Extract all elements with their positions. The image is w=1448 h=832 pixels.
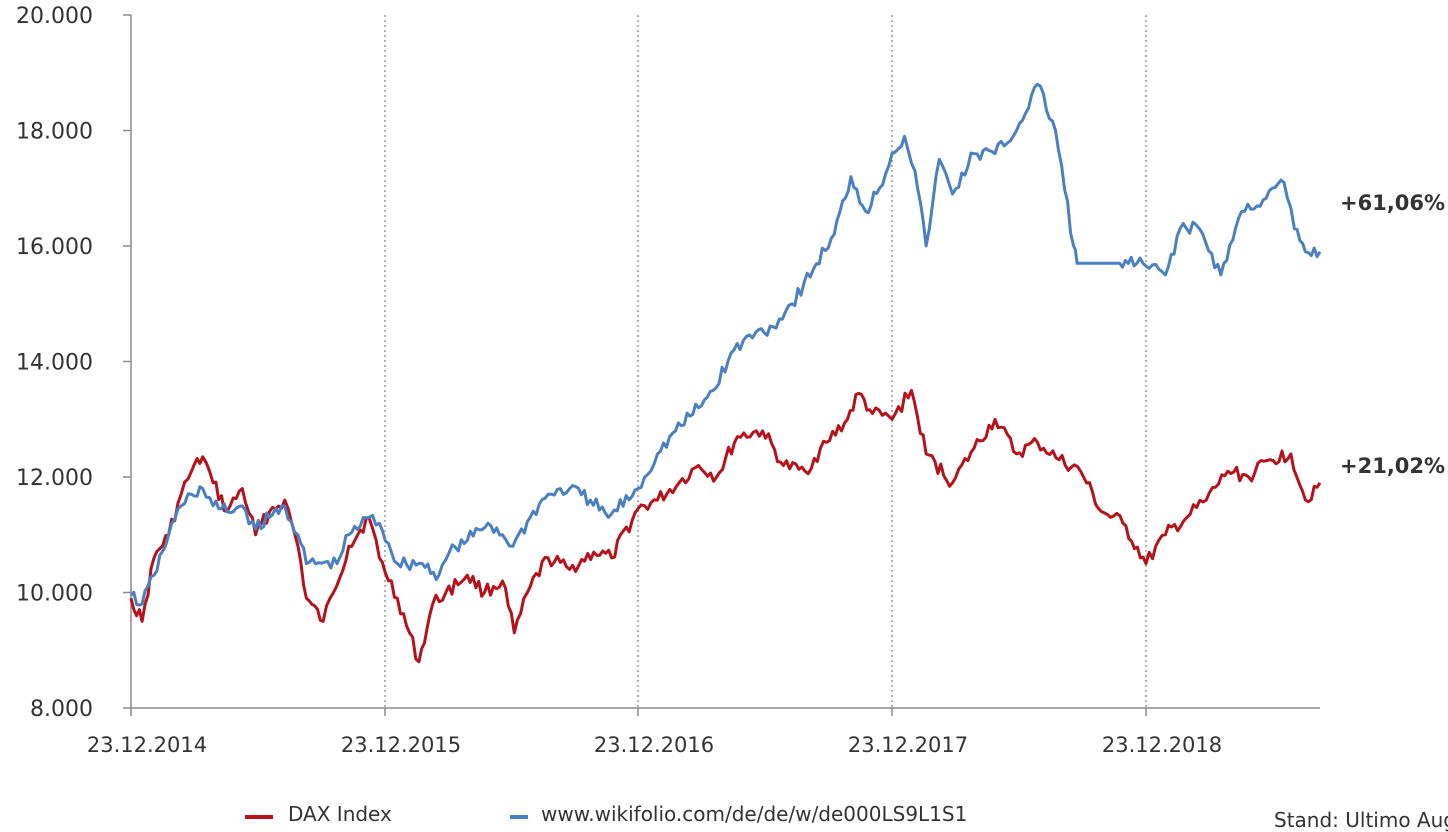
y-tick-label: 10.000 [16, 582, 93, 607]
y-tick-label: 16.000 [16, 235, 93, 260]
y-tick-label: 12.000 [16, 466, 93, 491]
x-tick-label: 23.12.2014 [87, 733, 207, 757]
legend: DAX Index www.wikifolio.com/de/de/w/de000… [245, 802, 967, 826]
x-tick-label: 23.12.2017 [848, 733, 968, 757]
x-axis: 23.12.2014 23.12.2015 23.12.2016 23.12.2017… [87, 707, 1320, 757]
legend-label: www.wikifolio.com/de/de/w/de000LS9L1S1 [541, 802, 967, 826]
series-lines [129, 82, 1322, 664]
x-tick-label: 23.12.2016 [594, 733, 714, 757]
series-line-dax [129, 388, 1322, 664]
y-tick-label: 18.000 [16, 120, 93, 145]
end-labels: +21,02% +61,06% [1340, 191, 1445, 478]
end-label-wikifolio: +61,06% [1340, 191, 1445, 215]
stand-note: Stand: Ultimo Aug [1274, 808, 1448, 832]
legend-label: DAX Index [288, 802, 392, 826]
y-tick-label: 20.000 [16, 4, 93, 29]
vertical-gridlines [384, 15, 1147, 708]
y-tick-label: 14.000 [16, 351, 93, 376]
y-tick-label: 8.000 [30, 697, 93, 722]
x-tick-label: 23.12.2015 [341, 733, 461, 757]
end-label-dax: +21,02% [1340, 454, 1445, 478]
series-line-wikifolio [129, 82, 1322, 607]
y-axis: 8.000 10.000 12.000 14.000 16.000 18.000 20.00… [16, 4, 132, 722]
x-tick-label: 23.12.2018 [1102, 733, 1222, 757]
